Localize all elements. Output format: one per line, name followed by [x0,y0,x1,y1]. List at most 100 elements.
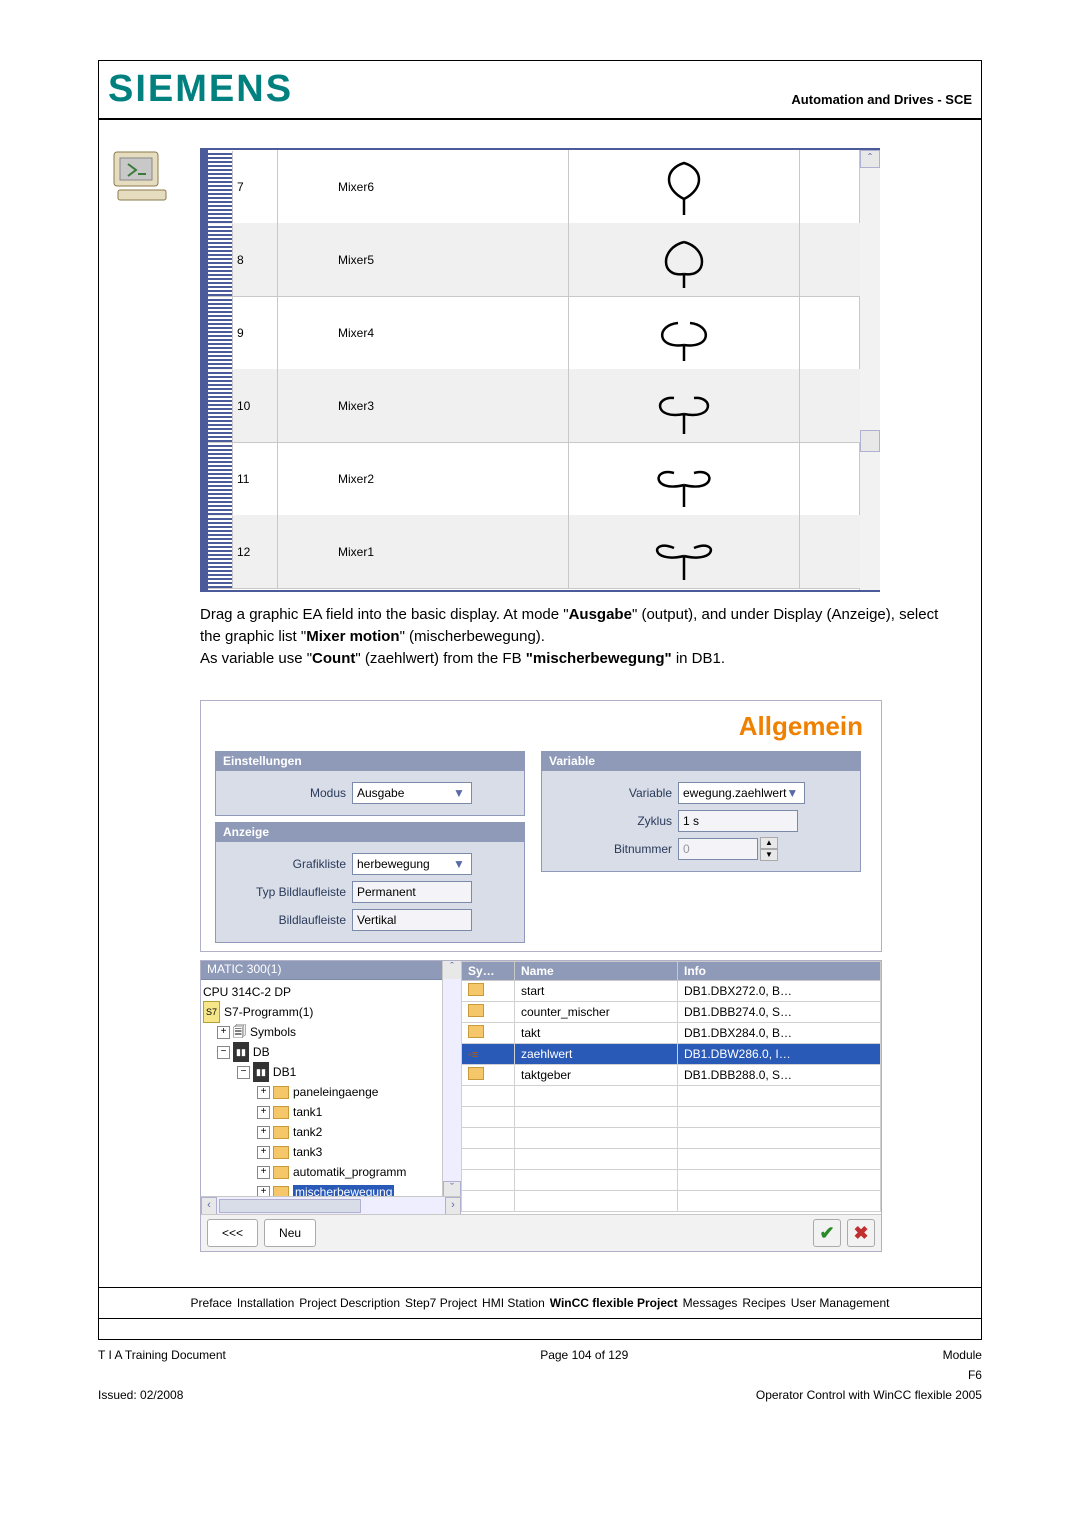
panel-title: Allgemein [739,711,863,742]
row-name: Mixer6 [278,150,569,223]
footer-line1: T I A Training DocumentPage 104 of 129Mo… [98,1348,982,1362]
tree-label: CPU 314C-2 DP [203,982,291,1002]
field-modus: Modus Ausgabe ▼ [226,779,514,807]
grafikliste-select[interactable]: herbewegung▼ [352,853,472,875]
row-handle[interactable] [208,370,233,442]
ok-icon[interactable]: ✔ [813,1219,841,1247]
tree-label: tank1 [293,1102,322,1122]
tree-vscroll[interactable]: ˇ [442,979,461,1197]
modus-label: Modus [226,786,352,800]
tree-expand-icon[interactable]: + [257,1086,270,1099]
tree-expand-icon[interactable]: + [257,1126,270,1139]
scroll-right-icon[interactable]: › [445,1197,461,1215]
table-row[interactable]: ◦≡zaehlwertDB1.DBW286.0, I… [462,1044,881,1065]
new-button[interactable]: Neu [264,1219,316,1247]
row-handle[interactable] [208,224,233,296]
crumb-item: Project Description [299,1296,400,1310]
tree-item[interactable]: +🗐Symbols [203,1022,459,1042]
crumb-item: HMI Station [482,1296,545,1310]
group-header: Einstellungen [215,751,525,771]
row-number: 8 [233,223,278,296]
scroll-thumb[interactable] [860,430,880,452]
cancel-icon[interactable]: ✖ [847,1219,875,1247]
row-handle[interactable] [208,151,233,223]
col-name[interactable]: Name [515,962,678,981]
mixer-glyph-icon [569,223,800,296]
tree-item[interactable]: −▮▮DB [203,1042,459,1062]
group-header: Variable [541,751,861,771]
var-name: counter_mischer [515,1002,678,1023]
tree-hscroll[interactable]: ‹ › [201,1196,461,1215]
tree-item[interactable]: +tank2 [203,1122,459,1142]
var-info: DB1.DBB274.0, S… [678,1002,881,1023]
variable-select[interactable]: ewegung.zaehlwert▼ [678,782,805,804]
scroll-up-icon[interactable]: ˆ [860,150,880,168]
mixer-row[interactable]: 9Mixer4 [208,296,860,370]
col-info[interactable]: Info [678,962,881,981]
variable-table: Sy… Name Info startDB1.DBX272.0, B…count… [461,961,881,1215]
mixer-row[interactable]: 8Mixer5 [208,223,860,297]
modus-select[interactable]: Ausgabe ▼ [352,782,472,804]
symbols-icon: 🗐 [233,1022,246,1042]
mixer-row[interactable]: 10Mixer3 [208,369,860,443]
spin-down-icon[interactable]: ▼ [760,849,778,861]
row-handle[interactable] [208,443,233,515]
allgemein-panel: Allgemein Einstellungen Modus Ausgabe ▼ … [200,700,882,952]
row-name: Mixer1 [278,515,569,588]
bildlaufleiste-field[interactable]: Vertikal [352,909,472,931]
crumb-item: Preface [191,1296,232,1310]
typ-bildlaufleiste-field[interactable]: Permanent [352,881,472,903]
mixer-row[interactable]: 7Mixer6 [208,150,860,224]
mixer-row[interactable]: 11Mixer2 [208,442,860,516]
row-handle[interactable] [208,516,233,588]
tree-expand-icon[interactable]: − [237,1066,250,1079]
crumb-item: Step7 Project [405,1296,477,1310]
scroll-up-icon[interactable]: ˆ [443,961,461,979]
mixer-table-scrollbar[interactable]: ˆ [859,150,880,590]
tree-label: automatik_programm [293,1162,406,1182]
row-number: 12 [233,515,278,588]
tree-item[interactable]: + tank1 [203,1102,459,1122]
project-tree[interactable]: CPU 314C-2 DPS7S7-Programm(1)+🗐Symbols−▮… [201,980,461,1204]
row-number: 11 [233,442,278,515]
table-row[interactable]: startDB1.DBX272.0, B… [462,981,881,1002]
tree-item[interactable]: + automatik_programm [203,1162,459,1182]
tree-expand-icon[interactable]: + [257,1106,270,1119]
row-number: 10 [233,369,278,442]
header-right: Automation and Drives - SCE [791,92,972,107]
breadcrumb: PrefaceInstallationProject DescriptionSt… [98,1287,982,1319]
var-name: takt [515,1023,678,1044]
tree-item[interactable]: CPU 314C-2 DP [203,982,459,1002]
tree-item[interactable]: S7S7-Programm(1) [203,1002,459,1022]
tree-expand-icon[interactable]: − [217,1046,230,1059]
footer-line3: Issued: 02/2008Operator Control with Win… [98,1388,982,1402]
mixer-glyph-icon [569,515,800,588]
tree-expand-icon[interactable]: + [257,1166,270,1179]
scroll-left-icon[interactable]: ‹ [201,1197,217,1215]
row-handle[interactable] [208,297,233,369]
tree-item[interactable]: +paneleingaenge [203,1082,459,1102]
tree-label: DB [253,1042,270,1062]
group-variable: Variable Variable ewegung.zaehlwert▼ Zyk… [541,751,861,872]
chevron-down-icon: ▼ [453,786,467,800]
var-name: start [515,981,678,1002]
bitnummer-field: 0 [678,838,758,860]
mixer-row[interactable]: 12Mixer1 [208,515,860,589]
table-row[interactable]: taktgeberDB1.DBB288.0, S… [462,1065,881,1086]
tree-item[interactable]: + tank3 [203,1142,459,1162]
zyklus-field[interactable]: 1 s [678,810,798,832]
col-sy[interactable]: Sy… [462,962,515,981]
table-row[interactable]: counter_mischerDB1.DBB274.0, S… [462,1002,881,1023]
tree-expand-icon[interactable]: + [257,1146,270,1159]
tree-item[interactable]: −▮▮DB1 [203,1062,459,1082]
spin-up-icon[interactable]: ▲ [760,837,778,849]
table-row[interactable]: taktDB1.DBX284.0, B… [462,1023,881,1044]
tree-label: tank3 [293,1142,322,1162]
scroll-down-icon[interactable]: ˇ [443,1181,461,1197]
folder-icon [273,1126,289,1139]
tree-label: DB1 [273,1062,296,1082]
hscroll-thumb[interactable] [219,1199,361,1213]
back-button[interactable]: <<< [207,1219,258,1247]
tree-expand-icon[interactable]: + [217,1026,230,1039]
chevron-down-icon: ▼ [453,857,467,871]
